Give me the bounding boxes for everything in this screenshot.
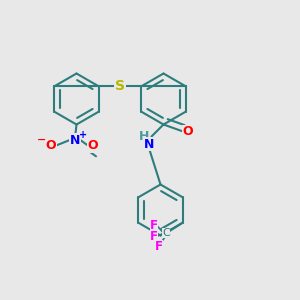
Text: +: + (79, 130, 88, 140)
Text: F: F (150, 230, 158, 243)
Text: N: N (70, 134, 80, 147)
Text: S: S (115, 79, 125, 93)
Text: O: O (183, 125, 194, 139)
Text: O: O (46, 139, 56, 152)
Text: −: − (37, 135, 47, 145)
Text: F: F (150, 219, 158, 232)
Text: H: H (139, 130, 149, 143)
Text: N: N (144, 137, 154, 151)
Text: O: O (88, 139, 98, 152)
Text: F: F (154, 240, 163, 253)
Text: C: C (162, 228, 170, 238)
